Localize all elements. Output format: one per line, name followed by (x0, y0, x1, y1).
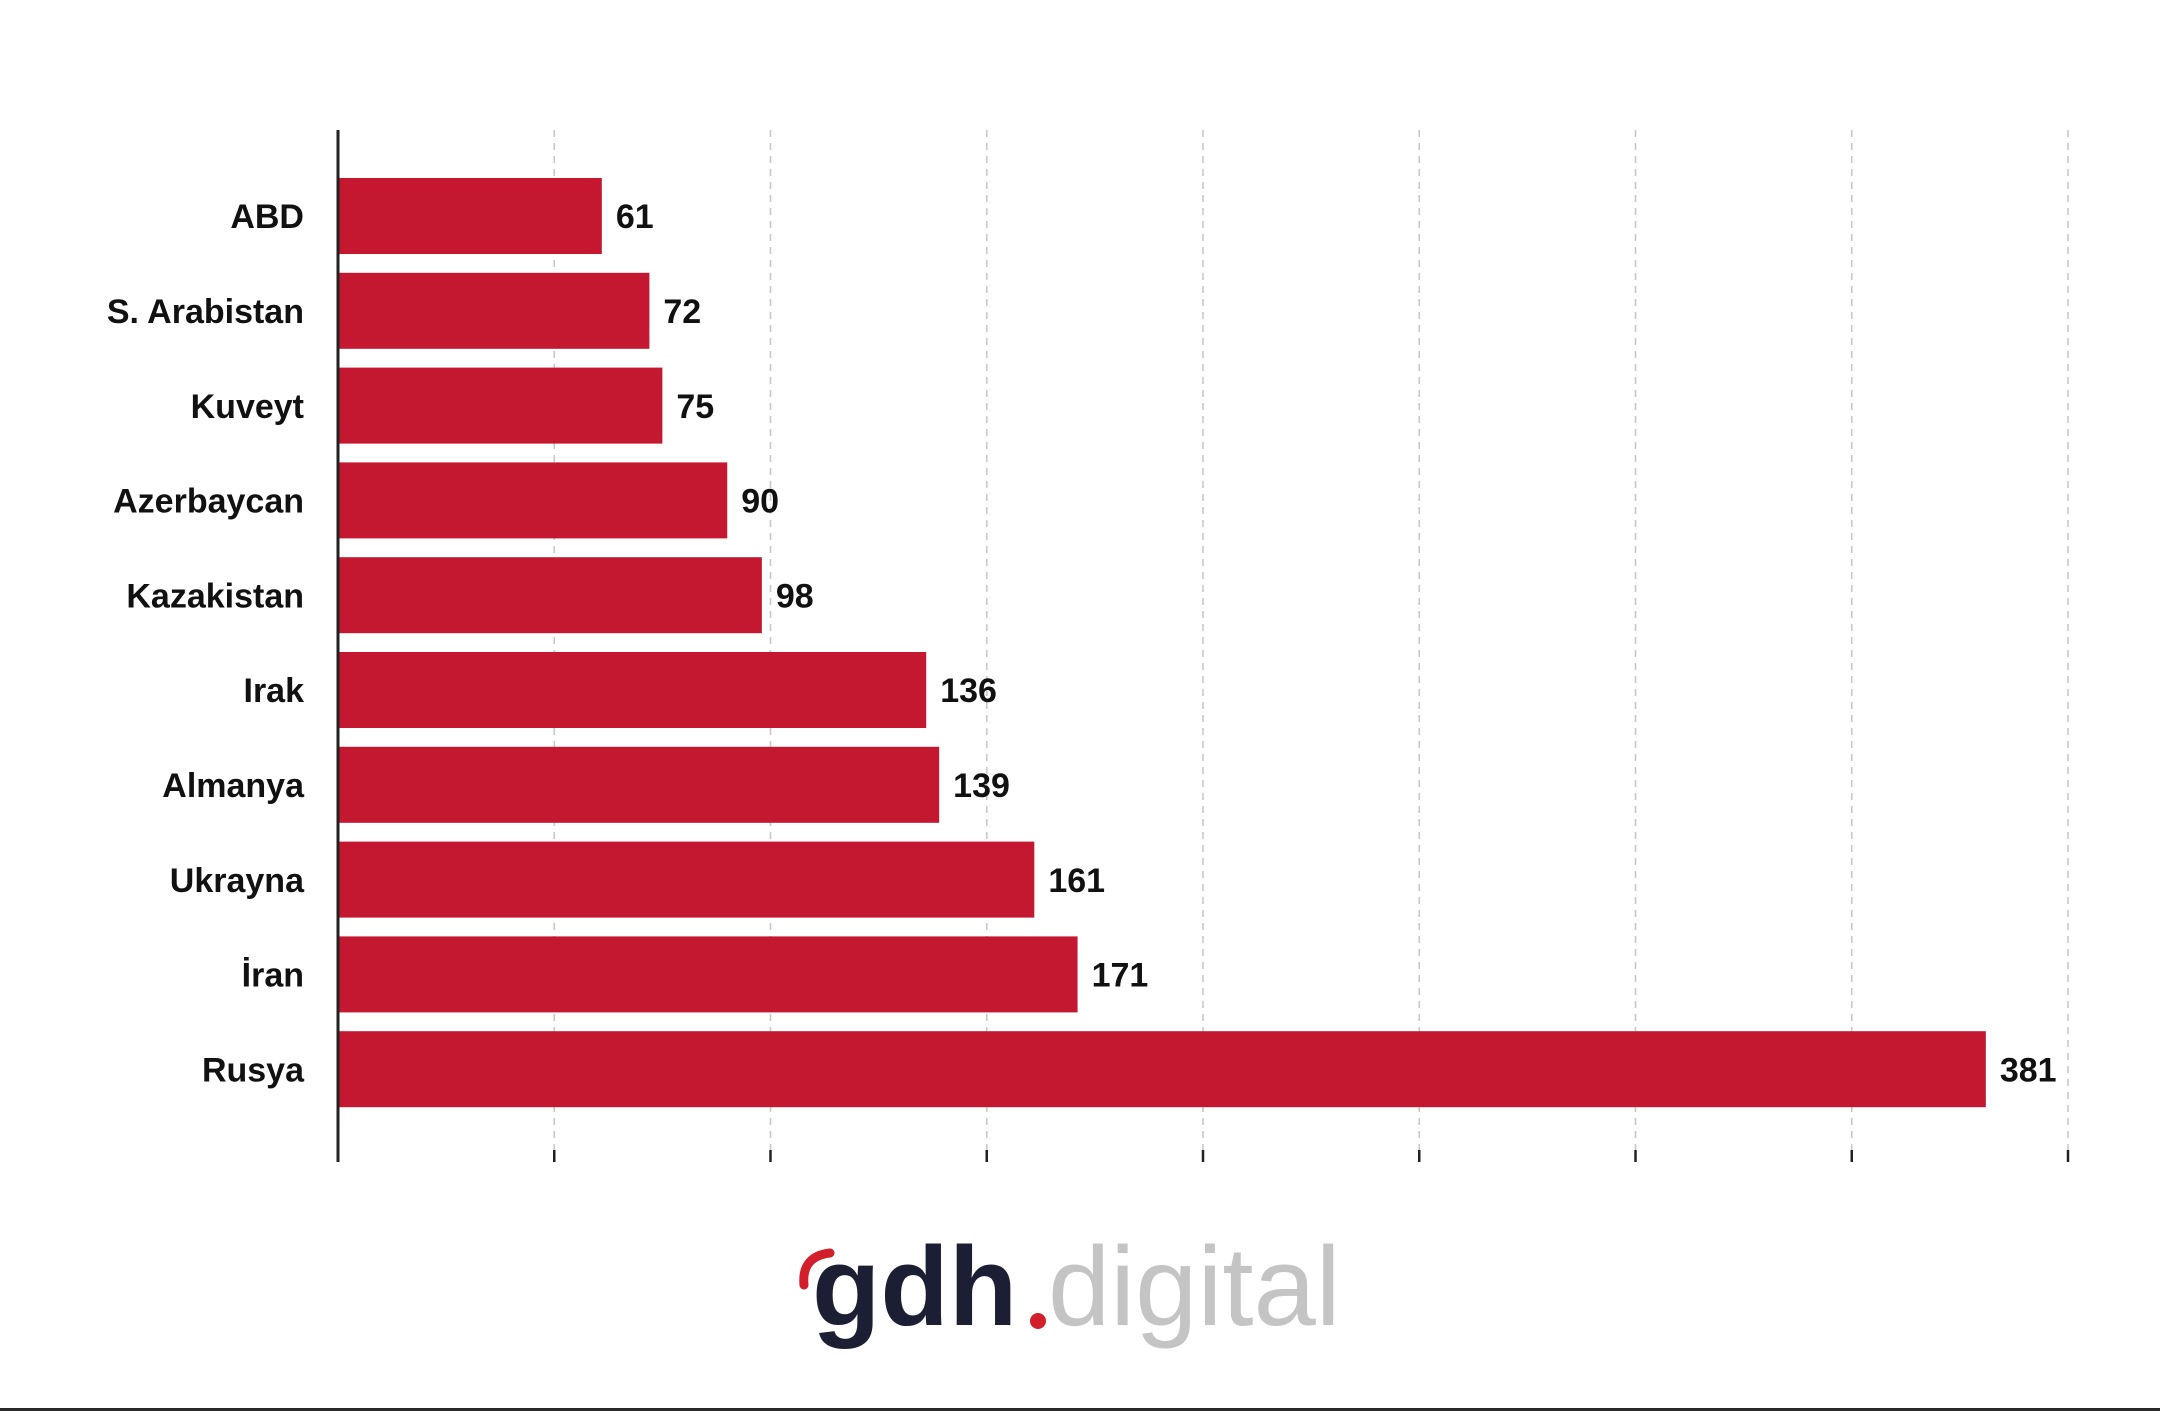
gdh-digital-logo: gdh digital (790, 1224, 1390, 1365)
labels: ABD 61 S. Arabistan 72 Kuveyt 75 Azerbaycan 90 K… (107, 198, 2057, 1089)
value-label: 136 (940, 672, 997, 710)
value-label: 381 (2000, 1051, 2057, 1089)
category-label: Kazakistan (126, 577, 304, 615)
value-label: 161 (1048, 862, 1105, 900)
category-label: Rusya (202, 1051, 305, 1089)
logo-swoosh-icon (799, 1248, 835, 1290)
category-label: S. Arabistan (107, 293, 304, 331)
bar (339, 272, 650, 349)
category-label: Ukrayna (170, 862, 305, 900)
bar (339, 841, 1035, 918)
category-label: Almanya (162, 767, 305, 805)
value-label: 72 (663, 293, 701, 331)
value-label: 75 (676, 388, 714, 426)
bars (339, 178, 1986, 1108)
bar (339, 367, 663, 444)
bar (339, 557, 762, 634)
axes (336, 130, 2070, 1162)
category-label: Irak (244, 672, 305, 710)
bottom-border (0, 1408, 2160, 1411)
category-label: İran (242, 957, 304, 995)
logo-dot-icon (1030, 1313, 1046, 1329)
value-label: 171 (1092, 957, 1149, 995)
bar (339, 462, 728, 539)
value-label: 98 (776, 577, 814, 615)
category-label: Azerbaycan (113, 483, 304, 521)
bar (339, 652, 927, 728)
bar (339, 746, 940, 823)
logo-graphic: gdh digital (799, 1224, 1341, 1349)
category-label: ABD (230, 198, 304, 236)
value-label: 139 (953, 767, 1010, 805)
bar (339, 936, 1078, 1013)
value-label: 90 (741, 483, 779, 521)
logo-brand-text: gdh (812, 1225, 1017, 1349)
bar (339, 1031, 1986, 1108)
gridlines (553, 130, 2069, 1154)
logo-suffix-text: digital (1048, 1225, 1341, 1349)
value-label: 61 (616, 198, 654, 236)
bar (339, 178, 602, 254)
category-label: Kuveyt (191, 388, 304, 426)
